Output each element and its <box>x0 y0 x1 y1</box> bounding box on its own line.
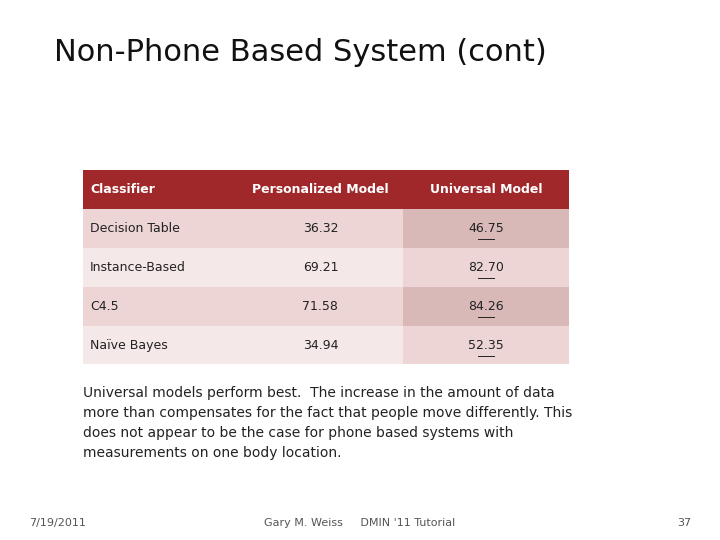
Text: 37: 37 <box>677 518 691 528</box>
Bar <box>238 287 403 326</box>
Text: 84.26: 84.26 <box>468 300 504 313</box>
Bar <box>83 287 238 326</box>
Text: Universal models perform best.  The increase in the amount of data
more than com: Universal models perform best. The incre… <box>83 386 572 460</box>
Text: 82.70: 82.70 <box>468 261 504 274</box>
Text: 46.75: 46.75 <box>468 222 504 235</box>
Text: C4.5: C4.5 <box>90 300 119 313</box>
Text: 7/19/2011: 7/19/2011 <box>29 518 86 528</box>
Text: Personalized Model: Personalized Model <box>252 183 389 196</box>
Text: Decision Table: Decision Table <box>90 222 180 235</box>
Bar <box>403 287 569 326</box>
Text: Naïve Bayes: Naïve Bayes <box>90 339 168 352</box>
Text: 52.35: 52.35 <box>468 339 504 352</box>
Bar <box>238 170 403 209</box>
Bar <box>403 209 569 248</box>
Text: 34.94: 34.94 <box>302 339 338 352</box>
Bar <box>83 209 238 248</box>
Text: Instance-Based: Instance-Based <box>90 261 186 274</box>
Bar <box>403 326 569 365</box>
Bar <box>83 326 238 365</box>
Bar <box>238 248 403 287</box>
Text: Classifier: Classifier <box>90 183 155 196</box>
Text: 69.21: 69.21 <box>302 261 338 274</box>
Bar <box>238 326 403 365</box>
Text: 36.32: 36.32 <box>302 222 338 235</box>
Text: 71.58: 71.58 <box>302 300 338 313</box>
Text: Non-Phone Based System (cont): Non-Phone Based System (cont) <box>54 38 546 67</box>
Text: Gary M. Weiss     DMIN '11 Tutorial: Gary M. Weiss DMIN '11 Tutorial <box>264 518 456 528</box>
Text: Universal Model: Universal Model <box>430 183 542 196</box>
Bar <box>403 248 569 287</box>
Bar <box>238 209 403 248</box>
Bar <box>83 170 238 209</box>
Bar <box>83 248 238 287</box>
Bar <box>403 170 569 209</box>
